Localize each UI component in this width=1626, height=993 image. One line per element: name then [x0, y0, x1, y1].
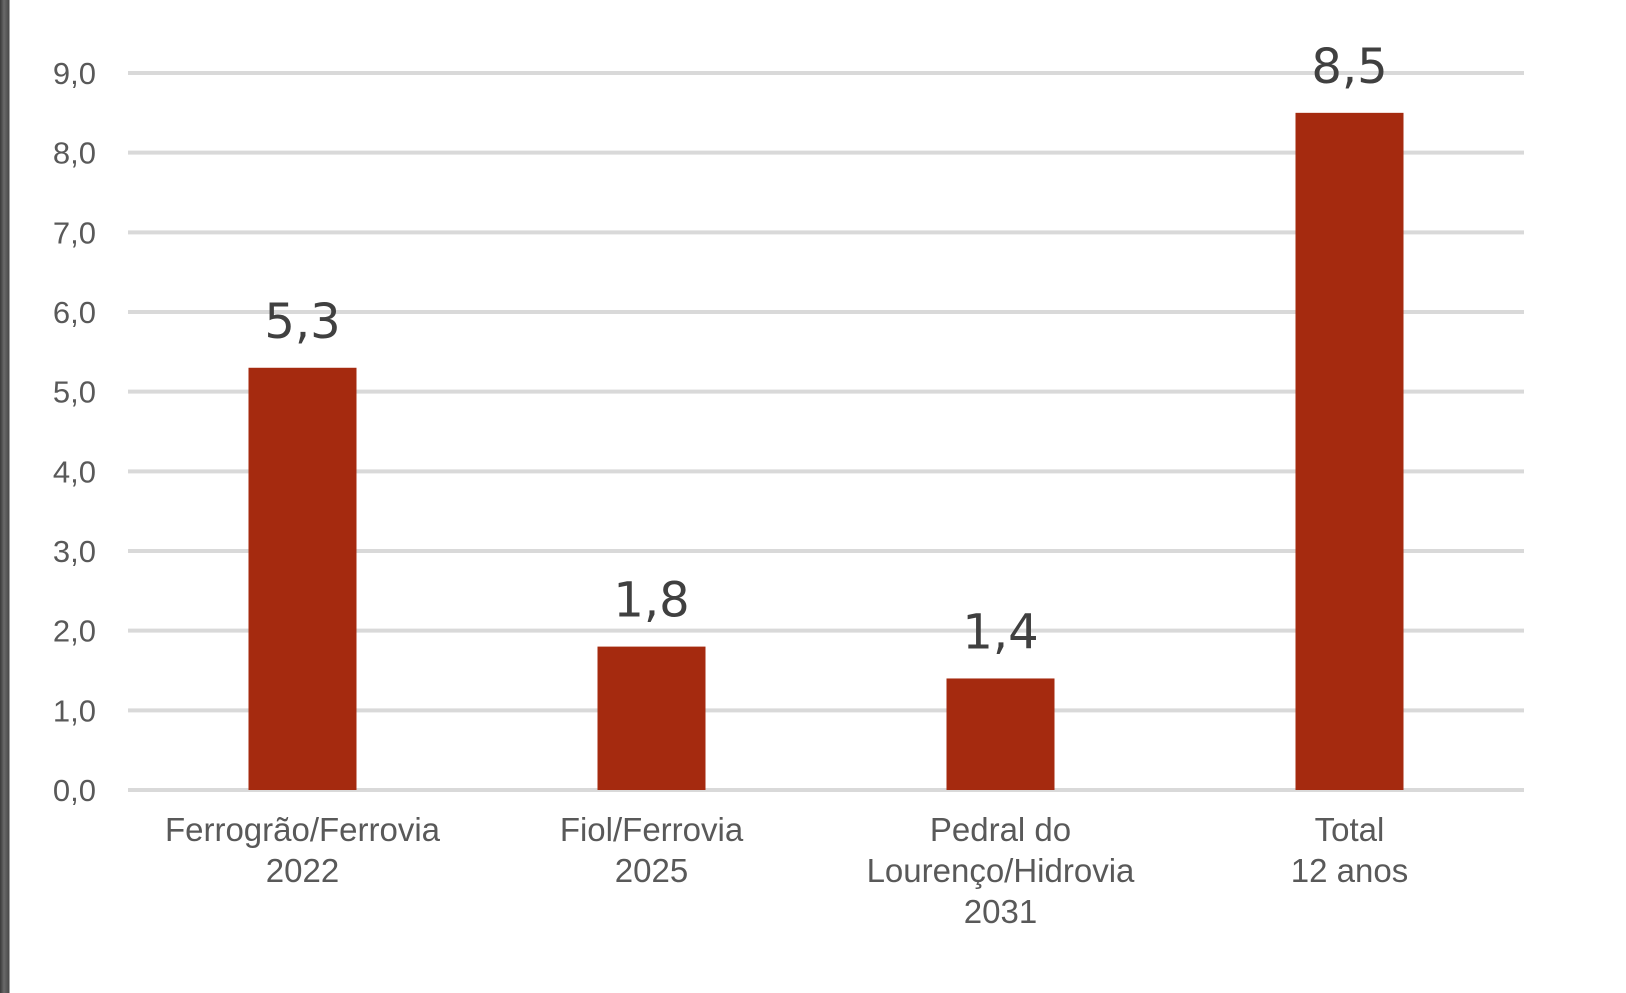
y-tick-label: 1,0 — [53, 693, 96, 728]
data-labels: 5,3 1,8 1,4 8,5 — [264, 39, 1387, 661]
gridlines — [128, 71, 1524, 792]
x-axis-category-labels: Ferrogrão/Ferrovia 2022 Fiol/Ferrovia 2025 P… — [165, 811, 1408, 930]
y-tick-label: 8,0 — [53, 136, 96, 171]
y-tick-label: 6,0 — [53, 295, 96, 330]
x-category-label: Ferrogrão/Ferrovia 2022 — [165, 811, 441, 889]
x-category-label-line: Pedral do — [930, 811, 1071, 848]
x-category-label-line: Fiol/Ferrovia — [560, 811, 744, 848]
bar — [597, 646, 706, 790]
y-axis-tick-labels: 0,0 1,0 2,0 3,0 4,0 5,0 6,0 7,0 8,0 9,0 — [53, 56, 96, 808]
data-label: 8,5 — [1311, 39, 1387, 95]
y-tick-label: 7,0 — [53, 215, 96, 250]
data-label: 1,4 — [962, 604, 1038, 660]
chart-panel: 0,0 1,0 2,0 3,0 4,0 5,0 6,0 7,0 8,0 9,0 5,3 1,8 1,4… — [10, 12, 1626, 993]
y-tick-label: 9,0 — [53, 56, 96, 91]
x-category-label-line: Ferrogrão/Ferrovia — [165, 811, 441, 848]
bars — [248, 112, 1404, 791]
x-category-label-line: 2022 — [266, 852, 339, 889]
y-tick-label: 0,0 — [53, 773, 96, 808]
bar — [946, 678, 1055, 790]
bar-chart: 0,0 1,0 2,0 3,0 4,0 5,0 6,0 7,0 8,0 9,0 5,3 1,8 1,4… — [53, 39, 1524, 930]
y-tick-label: 3,0 — [53, 534, 96, 569]
x-category-label: Total 12 anos — [1291, 811, 1408, 889]
x-category-label-line: 2025 — [615, 852, 688, 889]
x-category-label-line: Lourenço/Hidrovia — [867, 852, 1135, 889]
data-label: 5,3 — [264, 294, 340, 350]
bar — [248, 367, 357, 790]
y-tick-label: 2,0 — [53, 614, 96, 649]
y-tick-label: 4,0 — [53, 454, 96, 489]
x-category-label-line: 2031 — [964, 893, 1037, 930]
bar — [1295, 112, 1404, 791]
x-category-label-line: 12 anos — [1291, 852, 1408, 889]
x-category-label: Pedral do Lourenço/Hidrovia 2031 — [867, 811, 1135, 930]
x-category-label: Fiol/Ferrovia 2025 — [560, 811, 744, 889]
data-label: 1,8 — [613, 573, 689, 629]
x-category-label-line: Total — [1315, 811, 1385, 848]
y-tick-label: 5,0 — [53, 375, 96, 410]
